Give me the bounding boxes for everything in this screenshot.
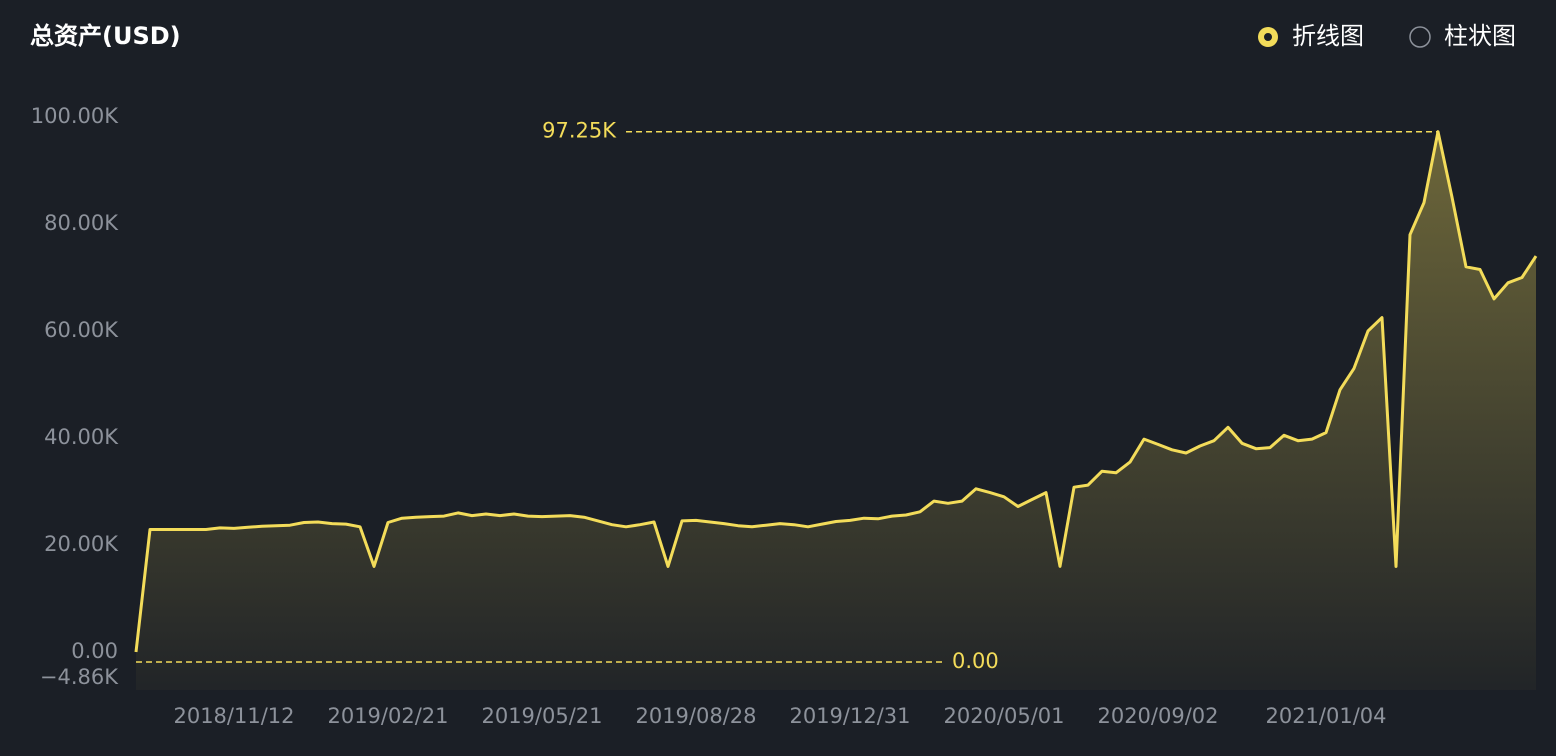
toggle-option[interactable]: 柱状图 [1409,22,1516,50]
x-tick-label: 2019/05/21 [481,704,602,728]
x-tick-label: 2018/11/12 [173,704,294,728]
x-tick-label: 2020/09/02 [1097,704,1218,728]
radio-dot [1264,33,1272,41]
y-tick-label: 0.00 [71,639,118,663]
max-label: 97.25K [542,119,617,143]
min-label: 0.00 [952,649,999,673]
x-tick-label: 2019/02/21 [327,704,448,728]
y-tick-label: 60.00K [44,318,119,342]
y-tick-label: 100.00K [31,104,119,128]
y-tick-label: 20.00K [44,532,119,556]
chart-title: 总资产(USD) [30,22,181,50]
view-toggle: 折线图 柱状图 [1258,22,1516,50]
toggle-option[interactable]: 折线图 [1258,22,1364,50]
x-tick-label: 2021/01/04 [1265,704,1386,728]
x-tick-label: 2019/08/28 [635,704,756,728]
data-line [134,130,1538,653]
y-tick-label: 40.00K [44,425,119,449]
toggle-label: 柱状图 [1444,22,1516,50]
x-tick-label: 2020/05/01 [943,704,1064,728]
radio-unselected [1409,26,1431,48]
area-fill [136,131,1536,690]
toggle-label: 折线图 [1292,22,1364,50]
x-tick-label: 2019/12/31 [789,704,910,728]
plot-area: −4.86K0.0020.00K40.00K60.00K80.00K100.00… [31,104,1538,728]
y-tick-label: −4.86K [40,665,119,689]
y-tick-label: 80.00K [44,211,119,235]
